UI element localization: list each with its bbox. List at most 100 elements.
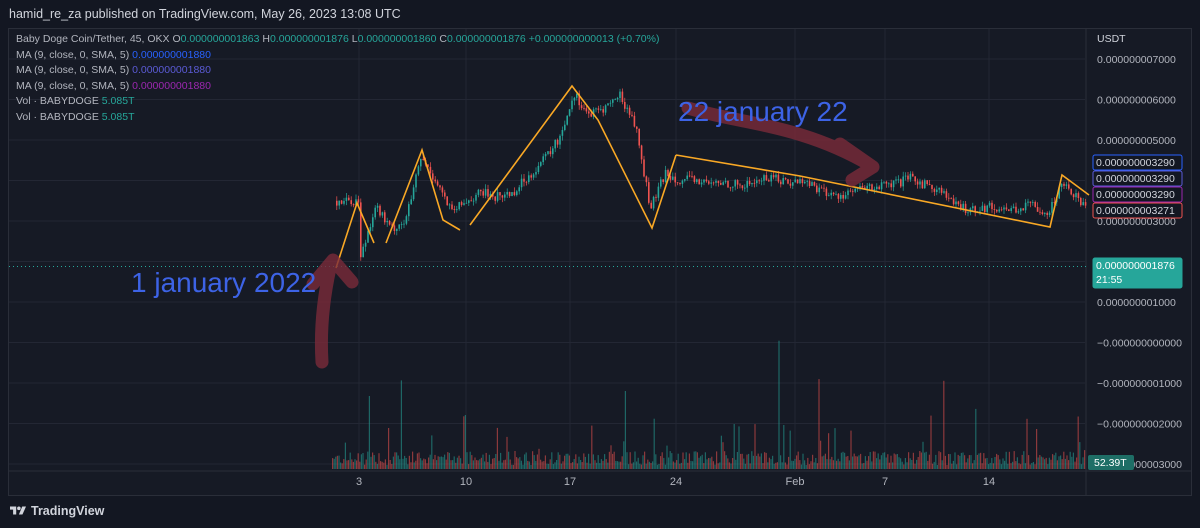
volume-bar — [944, 455, 946, 469]
candle-body — [470, 200, 472, 202]
arrow-curve-annotation — [681, 101, 880, 187]
vol-row-1[interactable]: Vol · BABYDOGE 5.085T — [16, 94, 659, 110]
candle-body — [532, 174, 535, 178]
candle-body — [1082, 202, 1084, 206]
candle-body — [640, 145, 643, 160]
volume-bar — [589, 463, 591, 469]
candle-body — [772, 175, 775, 178]
volume-bar — [557, 452, 559, 469]
candle-body — [355, 199, 357, 206]
price-tags: 0.000000003290 0.000000003290 0.0000000032… — [1092, 154, 1183, 289]
volume-bar — [642, 455, 644, 469]
volume-bar — [405, 458, 407, 469]
candle-body — [600, 109, 602, 110]
candle-body — [518, 187, 520, 192]
volume-bar — [397, 455, 399, 469]
vol-label: Vol · BABYDOGE — [16, 110, 99, 123]
time-tick-label: 7 — [882, 476, 888, 488]
volume-bar — [826, 459, 828, 469]
candle-body — [499, 192, 501, 196]
candle-body — [520, 178, 523, 188]
volume-bar — [381, 461, 383, 469]
candle-body — [760, 180, 763, 182]
candle-body — [352, 204, 355, 206]
candle-body — [568, 109, 571, 116]
volume-bar — [780, 455, 782, 469]
candle-body — [955, 201, 957, 205]
volume-bar — [1040, 456, 1042, 469]
tradingview-brand[interactable]: TradingView — [31, 504, 105, 518]
candle-body — [684, 179, 686, 181]
volume-bar — [669, 451, 671, 469]
candle-body — [854, 188, 856, 192]
candle-body — [892, 180, 895, 188]
candle-body — [561, 130, 564, 136]
candle-body — [432, 173, 434, 180]
candle-body — [672, 176, 674, 180]
volume-bar — [712, 461, 714, 469]
candle-body — [460, 202, 463, 205]
candle-body — [374, 207, 376, 218]
volume-bar — [556, 460, 558, 469]
volume-bar — [975, 408, 977, 469]
candle-body — [852, 190, 854, 192]
high-label: H — [262, 33, 270, 45]
volume-bar — [548, 463, 550, 469]
volume-bar — [676, 460, 678, 469]
price-tick-label: 0.000000005000 — [1097, 135, 1176, 147]
candle-body — [367, 230, 369, 243]
volume-bar — [384, 459, 386, 469]
volume-bar — [420, 458, 422, 469]
volume-bar — [880, 455, 882, 469]
vol-row-2[interactable]: Vol · BABYDOGE 5.085T — [16, 110, 659, 126]
volume-bar — [647, 459, 649, 469]
candle-body — [1068, 184, 1070, 189]
volume-bar — [400, 380, 402, 469]
volume-bar — [1013, 451, 1015, 469]
volume-bar — [404, 455, 406, 469]
volume-bar — [821, 456, 823, 469]
ma-row-2[interactable]: MA (9, close, 0, SMA, 5) 0.000000001880 — [16, 63, 659, 79]
volume-bar — [932, 463, 934, 469]
trendlines — [335, 84, 1090, 269]
volume-bar — [498, 460, 500, 469]
ma-row-1[interactable]: MA (9, close, 0, SMA, 5) 0.000000001880 — [16, 48, 659, 64]
volume-bar — [448, 452, 450, 469]
volume-bar — [941, 460, 943, 469]
volume-bar — [882, 452, 884, 469]
candle-body — [811, 182, 813, 186]
volume-bar — [800, 464, 802, 469]
volume-bar — [575, 454, 577, 469]
volume-bar — [562, 461, 564, 469]
candle-body — [835, 193, 837, 195]
volume-bar — [428, 457, 430, 469]
price-tag — [1092, 170, 1183, 187]
volume-bar — [1066, 455, 1068, 469]
volume-bar — [904, 458, 906, 469]
vol-label: Vol · BABYDOGE — [16, 95, 99, 108]
volume-bar — [426, 463, 428, 469]
candle-body — [957, 201, 960, 205]
currency-label: USDT — [1097, 33, 1126, 45]
volume-bar — [536, 454, 538, 469]
volume-bar — [524, 454, 526, 469]
ma-row-3[interactable]: MA (9, close, 0, SMA, 5) 0.000000001880 — [16, 79, 659, 95]
volume-bar — [850, 430, 852, 469]
candle-body — [463, 203, 465, 205]
candle-body — [902, 176, 904, 187]
volume-bar — [656, 464, 658, 469]
volume-bar — [735, 459, 737, 469]
volume-bar — [396, 452, 398, 469]
candle-body — [484, 189, 487, 196]
candle-body — [842, 195, 844, 199]
volume-bar — [436, 460, 438, 469]
volume-bar — [988, 464, 990, 469]
volume-bar — [770, 459, 772, 469]
candle-body — [900, 179, 902, 187]
candle-body — [628, 107, 631, 115]
volume-bar — [741, 453, 743, 469]
volume-bar — [1018, 463, 1020, 469]
candle-body — [504, 194, 506, 198]
volume-bar — [687, 462, 689, 469]
volume-bar — [383, 462, 385, 469]
